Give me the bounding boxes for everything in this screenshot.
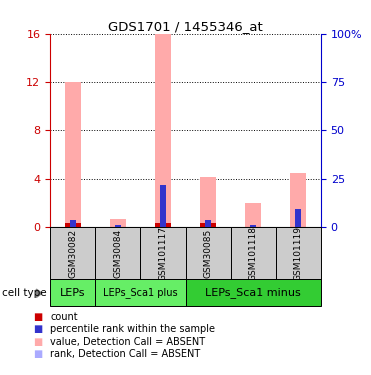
Text: GSM101119: GSM101119: [294, 226, 303, 280]
Text: ■: ■: [33, 312, 43, 322]
Bar: [295, 209, 301, 227]
Bar: [95, 279, 186, 306]
Bar: [65, 224, 81, 227]
Bar: [245, 203, 261, 227]
Text: GSM30084: GSM30084: [113, 228, 122, 278]
Text: percentile rank within the sample: percentile rank within the sample: [50, 324, 215, 334]
Text: count: count: [50, 312, 78, 322]
Text: GSM101117: GSM101117: [158, 226, 167, 280]
Text: GSM30085: GSM30085: [204, 228, 213, 278]
Bar: [95, 227, 140, 279]
Bar: [50, 227, 95, 279]
Bar: [70, 220, 76, 227]
Bar: [155, 34, 171, 227]
Bar: [50, 279, 95, 306]
Text: LEPs_Sca1 minus: LEPs_Sca1 minus: [205, 287, 301, 298]
Text: LEPs: LEPs: [60, 288, 85, 297]
Text: LEPs_Sca1 plus: LEPs_Sca1 plus: [103, 287, 178, 298]
Bar: [186, 227, 231, 279]
Bar: [115, 225, 121, 227]
Text: ■: ■: [33, 349, 43, 359]
Text: rank, Detection Call = ABSENT: rank, Detection Call = ABSENT: [50, 349, 200, 359]
Title: GDS1701 / 1455346_at: GDS1701 / 1455346_at: [108, 20, 263, 33]
Polygon shape: [36, 289, 42, 297]
Text: ■: ■: [33, 324, 43, 334]
Text: ■: ■: [33, 337, 43, 346]
Text: value, Detection Call = ABSENT: value, Detection Call = ABSENT: [50, 337, 205, 346]
Bar: [276, 227, 321, 279]
Text: GSM101118: GSM101118: [249, 226, 258, 280]
Bar: [65, 82, 81, 227]
Bar: [290, 172, 306, 227]
Bar: [155, 224, 171, 227]
Bar: [231, 227, 276, 279]
Bar: [200, 224, 216, 227]
Text: cell type: cell type: [2, 288, 46, 298]
Bar: [110, 219, 126, 227]
Text: GSM30082: GSM30082: [68, 228, 77, 278]
Bar: [205, 220, 211, 227]
Bar: [200, 177, 216, 227]
Bar: [250, 225, 256, 227]
Bar: [160, 184, 166, 227]
Bar: [140, 227, 186, 279]
Bar: [186, 279, 321, 306]
